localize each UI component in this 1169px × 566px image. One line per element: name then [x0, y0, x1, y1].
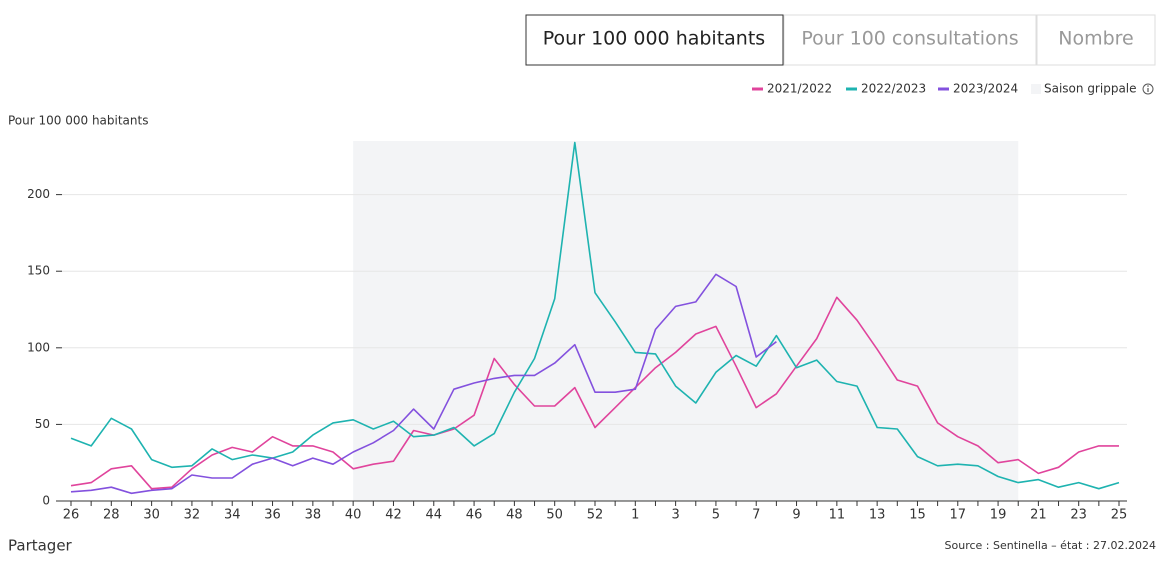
legend-label[interactable]: 2023/2024 — [953, 82, 1018, 96]
x-tick-label: 7 — [752, 508, 760, 523]
x-tick-label: 11 — [829, 508, 846, 523]
legend-swatch[interactable] — [1031, 84, 1041, 94]
x-tick-label: 52 — [587, 508, 604, 523]
x-tick-label: 15 — [909, 508, 926, 523]
x-tick-label: 26 — [63, 508, 80, 523]
info-icon[interactable] — [1142, 83, 1154, 95]
y-tick-label: 50 — [35, 417, 50, 431]
x-tick-label: 13 — [869, 508, 886, 523]
x-tick-label: 32 — [184, 508, 201, 523]
x-tick-label: 3 — [671, 508, 679, 523]
x-tick-label: 9 — [792, 508, 800, 523]
x-tick-label: 48 — [506, 508, 523, 523]
legend-label[interactable]: 2021/2022 — [767, 82, 832, 96]
y-tick-label: 150 — [27, 264, 50, 278]
x-tick-label: 50 — [546, 508, 563, 523]
tab-label[interactable]: Pour 100 000 habitants — [543, 28, 765, 50]
season-band — [353, 141, 1019, 501]
y-tick-label: 100 — [27, 340, 50, 354]
x-tick-label: 42 — [385, 508, 402, 523]
x-tick-label: 23 — [1070, 508, 1087, 523]
series-line — [70, 273, 777, 495]
x-tick-label: 36 — [264, 508, 281, 523]
x-tick-label: 28 — [103, 508, 120, 523]
source: Source : Sentinella – état : 27.02.2024 — [945, 539, 1156, 552]
x-tick-label: 46 — [466, 508, 483, 523]
y-tick-label: 200 — [27, 187, 50, 201]
y-tick-label: 0 — [42, 494, 50, 508]
x-tick-label: 19 — [990, 508, 1007, 523]
x-tick-label: 40 — [345, 508, 362, 523]
tab[interactable] — [1036, 14, 1156, 66]
x-tick-label: 44 — [425, 508, 442, 523]
series-line — [70, 141, 1120, 490]
legend-label[interactable]: 2022/2023 — [861, 82, 926, 96]
series-line — [70, 296, 1119, 490]
x-tick-label: 30 — [143, 508, 160, 523]
x-tick-label: 21 — [1030, 508, 1047, 523]
tab-label[interactable]: Nombre — [1058, 28, 1134, 50]
x-tick-label: 5 — [712, 508, 720, 523]
tab-active[interactable] — [525, 14, 784, 66]
x-tick-label: 34 — [224, 508, 241, 523]
tab-label[interactable]: Pour 100 consultations — [801, 28, 1018, 50]
tab[interactable] — [783, 14, 1037, 66]
share[interactable]: Partager — [8, 537, 73, 555]
x-tick-label: 1 — [631, 508, 639, 523]
y-axis-title: Pour 100 000 habitants — [8, 114, 148, 128]
x-tick-label: 17 — [949, 508, 966, 523]
x-tick-label: 25 — [1111, 508, 1128, 523]
x-tick-label: 38 — [305, 508, 322, 523]
legend-label[interactable]: Saison grippale — [1044, 82, 1137, 96]
